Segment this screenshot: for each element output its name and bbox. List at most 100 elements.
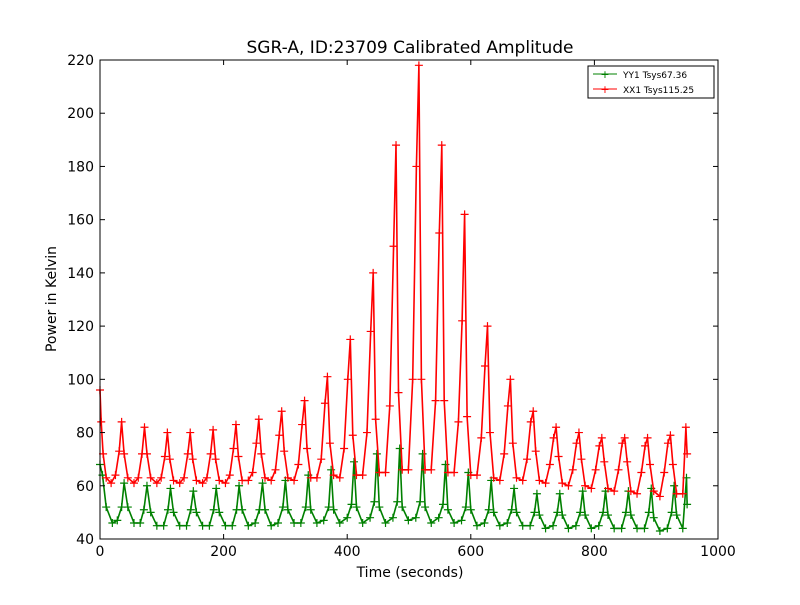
data-point-yy1: [215, 508, 224, 517]
data-point-yy1: [186, 505, 195, 514]
data-point-yy1: [541, 524, 550, 533]
data-point-yy1: [564, 524, 573, 533]
data-point-xx1: [280, 447, 289, 456]
legend: + YY1 Tsys67.36 + XX1 Tsys115.25: [587, 65, 715, 99]
data-point-yy1: [139, 505, 148, 514]
data-point-xx1: [660, 468, 669, 477]
data-point-yy1: [324, 503, 333, 512]
data-point-xx1: [572, 439, 581, 448]
data-point-yy1: [398, 503, 407, 512]
data-point-yy1: [258, 479, 267, 488]
y-tick-label: 60: [76, 479, 94, 495]
data-point-xx1: [362, 428, 371, 437]
data-point-xx1: [283, 473, 292, 482]
data-point-xx1: [500, 449, 509, 458]
data-point-xx1: [244, 476, 253, 485]
data-point-xx1: [348, 431, 357, 440]
data-point-xx1: [163, 428, 172, 437]
data-point-xx1: [267, 476, 276, 485]
data-point-yy1: [672, 511, 681, 520]
data-point-xx1: [437, 141, 446, 150]
data-point-yy1: [352, 503, 361, 512]
data-point-xx1: [340, 444, 349, 453]
data-point-xx1: [477, 433, 486, 442]
data-point-xx1: [626, 487, 635, 496]
data-point-yy1: [296, 519, 305, 528]
data-point-xx1: [404, 465, 413, 474]
data-point-xx1: [427, 465, 436, 474]
data-point-xx1: [506, 375, 515, 384]
data-point-yy1: [273, 519, 282, 528]
data-point-yy1: [649, 513, 658, 522]
data-point-xx1: [668, 460, 677, 469]
data-point-yy1: [466, 505, 475, 514]
data-point-xx1: [417, 375, 426, 384]
data-point-yy1: [205, 521, 214, 530]
data-point-yy1: [278, 503, 287, 512]
data-point-xx1: [554, 452, 563, 461]
data-point-yy1: [535, 511, 544, 520]
data-point-yy1: [599, 508, 608, 517]
data-point-xx1: [142, 449, 151, 458]
data-point-xx1: [252, 439, 261, 448]
data-point-yy1: [169, 508, 178, 517]
data-point-xx1: [641, 441, 650, 450]
data-point-xx1: [655, 492, 664, 501]
data-point-xx1: [277, 407, 286, 416]
y-axis-label: Power in Kelvin: [44, 246, 60, 352]
series-xx1: [96, 61, 692, 501]
data-point-yy1: [489, 508, 498, 517]
x-tick-label: 800: [581, 544, 608, 560]
data-point-xx1: [577, 455, 586, 464]
data-point-xx1: [595, 441, 604, 450]
data-point-xx1: [683, 449, 692, 458]
data-point-yy1: [327, 465, 336, 474]
data-point-xx1: [180, 473, 189, 482]
data-point-yy1: [102, 503, 111, 512]
data-point-xx1: [160, 452, 169, 461]
data-point-xx1: [303, 444, 312, 453]
data-point-yy1: [142, 481, 151, 490]
data-point-xx1: [526, 417, 535, 426]
data-point-yy1: [347, 500, 356, 509]
data-point-xx1: [545, 460, 554, 469]
data-point-yy1: [166, 484, 175, 493]
data-point-xx1: [300, 396, 309, 405]
data-point-yy1: [610, 524, 619, 533]
data-point-xx1: [618, 439, 627, 448]
data-point-xx1: [603, 484, 612, 493]
data-point-xx1: [637, 468, 646, 477]
data-point-xx1: [568, 465, 577, 474]
data-point-xx1: [381, 468, 390, 477]
data-point-xx1: [134, 473, 143, 482]
y-tick-label: 140: [67, 266, 94, 282]
data-point-xx1: [123, 473, 132, 482]
data-point-xx1: [312, 473, 321, 482]
data-point-yy1: [558, 511, 567, 520]
data-point-xx1: [102, 473, 111, 482]
data-point-yy1: [416, 497, 425, 506]
data-point-yy1: [512, 508, 521, 517]
data-point-yy1: [633, 524, 642, 533]
data-point-xx1: [271, 465, 280, 474]
data-point-xx1: [183, 449, 192, 458]
data-point-yy1: [306, 505, 315, 514]
data-point-yy1: [152, 521, 161, 530]
data-point-yy1: [370, 497, 379, 506]
data-point-xx1: [541, 479, 550, 488]
data-point-yy1: [603, 511, 612, 520]
data-point-yy1: [261, 505, 270, 514]
data-point-yy1: [555, 489, 564, 498]
data-point-xx1: [472, 471, 481, 480]
data-point-xx1: [290, 476, 299, 485]
y-tick-label: 180: [67, 159, 94, 175]
data-point-xx1: [117, 417, 126, 426]
data-point-xx1: [215, 476, 224, 485]
data-point-yy1: [484, 505, 493, 514]
data-point-xx1: [209, 425, 218, 434]
data-point-xx1: [198, 479, 207, 488]
data-point-xx1: [229, 444, 238, 453]
data-point-xx1: [633, 489, 642, 498]
